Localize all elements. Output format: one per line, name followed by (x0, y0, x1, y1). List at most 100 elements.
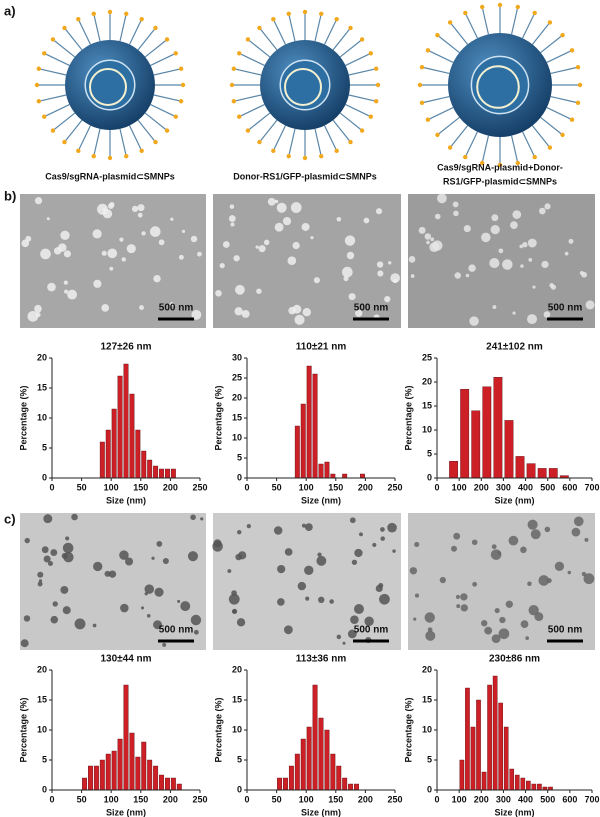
particle (274, 222, 284, 232)
ligand (332, 29, 350, 51)
particle (437, 193, 447, 204)
y-tick-label: 5 (237, 452, 242, 462)
x-tick-label: 400 (518, 482, 533, 492)
particle (471, 539, 478, 546)
particle (222, 241, 230, 248)
y-tick-label: 0 (42, 472, 47, 482)
ligand-tip (425, 48, 431, 53)
x-tick-label: 200 (474, 794, 489, 804)
caption: Cas9/sgRNA-plasmid+Donor- (437, 162, 563, 172)
micrograph (213, 194, 401, 328)
ligand-tip (532, 10, 537, 16)
ligand (450, 125, 469, 147)
caption: Cas9/sgRNA-plasmid⊂SMNPs (45, 171, 175, 181)
particle (101, 304, 110, 312)
bar (99, 759, 105, 791)
ligand (429, 50, 454, 63)
particle (232, 608, 238, 614)
ligand (531, 23, 550, 45)
particle (348, 293, 356, 301)
particle (23, 615, 31, 622)
particle (137, 204, 145, 212)
bar (531, 783, 537, 791)
particle (178, 254, 184, 260)
particle (424, 612, 435, 623)
chart-title: 130±44 nm (100, 654, 151, 665)
bar (470, 726, 476, 791)
particle (65, 536, 70, 541)
ligand-tip (515, 160, 521, 166)
particle (512, 210, 522, 219)
particle (418, 226, 426, 234)
ligand-tip (245, 128, 251, 133)
particle (273, 526, 283, 535)
particle (258, 245, 266, 253)
particle (453, 210, 459, 217)
particle (237, 529, 242, 535)
particle (543, 311, 551, 318)
bar (164, 777, 170, 791)
particle (472, 581, 478, 587)
x-axis-label: Size (nm) (106, 807, 146, 817)
x-tick-label: 50 (77, 482, 87, 492)
particle (43, 555, 51, 563)
particle (200, 517, 204, 521)
bar (342, 473, 348, 479)
ligand (482, 135, 490, 162)
particle (140, 606, 145, 610)
particle (193, 629, 199, 635)
particle (527, 238, 537, 248)
caption: RS1/GFP-plasmid⊂SMNPs (443, 176, 557, 186)
ligand-tip (479, 160, 485, 166)
ligand (540, 35, 562, 54)
particle (342, 641, 346, 645)
particle (180, 601, 191, 612)
particle (310, 236, 314, 240)
y-tick-label: 10 (232, 724, 242, 734)
ligand (249, 40, 271, 58)
particle (413, 617, 417, 621)
ligand (153, 68, 180, 76)
core (470, 55, 530, 115)
ligand-tip (532, 154, 537, 160)
ligand-tip (560, 32, 565, 38)
particle (573, 516, 584, 527)
ligand (510, 8, 518, 35)
particle (153, 274, 161, 283)
ligand (345, 53, 370, 67)
particle (491, 634, 501, 644)
x-axis-label: Size (nm) (494, 495, 534, 505)
particle (263, 239, 270, 246)
particle (387, 522, 397, 533)
particle (301, 523, 306, 528)
particle (50, 549, 58, 557)
ligand (438, 116, 460, 135)
ligand (288, 15, 296, 42)
particle (37, 581, 43, 587)
particle (60, 586, 69, 594)
y-tick-label: 5 (237, 754, 242, 764)
ligand-tip (435, 32, 440, 38)
bar (526, 463, 536, 479)
ligand-tip (36, 66, 42, 71)
particle (229, 204, 235, 209)
particle (153, 620, 163, 630)
particle (58, 243, 67, 252)
particle (294, 314, 305, 325)
plasmid (284, 68, 322, 106)
bar (159, 468, 164, 479)
micrograph (408, 513, 595, 650)
ligand (531, 125, 550, 147)
ligand-tip (373, 99, 379, 104)
particle (456, 604, 461, 609)
ligand-tip (348, 139, 353, 145)
bar (99, 441, 105, 479)
bar (288, 765, 294, 791)
y-tick-label: 20 (422, 376, 432, 386)
particle (583, 573, 595, 585)
particle (62, 606, 71, 615)
particle (363, 217, 370, 224)
y-axis-label: Percentage (%) (403, 697, 413, 762)
particle (490, 549, 502, 560)
bar (312, 373, 318, 479)
